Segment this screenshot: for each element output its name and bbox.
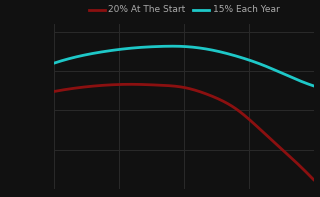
20% At The Start: [84, 86, 87, 88]
20% At The Start: [138, 83, 141, 86]
15% Each Year: [312, 85, 316, 87]
15% Each Year: [240, 57, 244, 59]
20% At The Start: [156, 84, 160, 86]
15% Each Year: [52, 62, 56, 64]
Legend: 20% At The Start, 15% Each Year: 20% At The Start, 15% Each Year: [85, 2, 283, 18]
20% At The Start: [242, 113, 245, 116]
15% Each Year: [137, 46, 141, 49]
20% At The Start: [240, 112, 244, 115]
15% Each Year: [216, 50, 220, 53]
15% Each Year: [155, 45, 159, 48]
20% At The Start: [312, 178, 316, 181]
15% Each Year: [242, 57, 245, 59]
Line: 15% Each Year: 15% Each Year: [54, 46, 314, 86]
20% At The Start: [129, 83, 132, 85]
20% At The Start: [52, 90, 56, 93]
Line: 20% At The Start: 20% At The Start: [54, 84, 314, 180]
15% Each Year: [84, 54, 87, 56]
15% Each Year: [170, 45, 174, 47]
20% At The Start: [216, 98, 220, 100]
